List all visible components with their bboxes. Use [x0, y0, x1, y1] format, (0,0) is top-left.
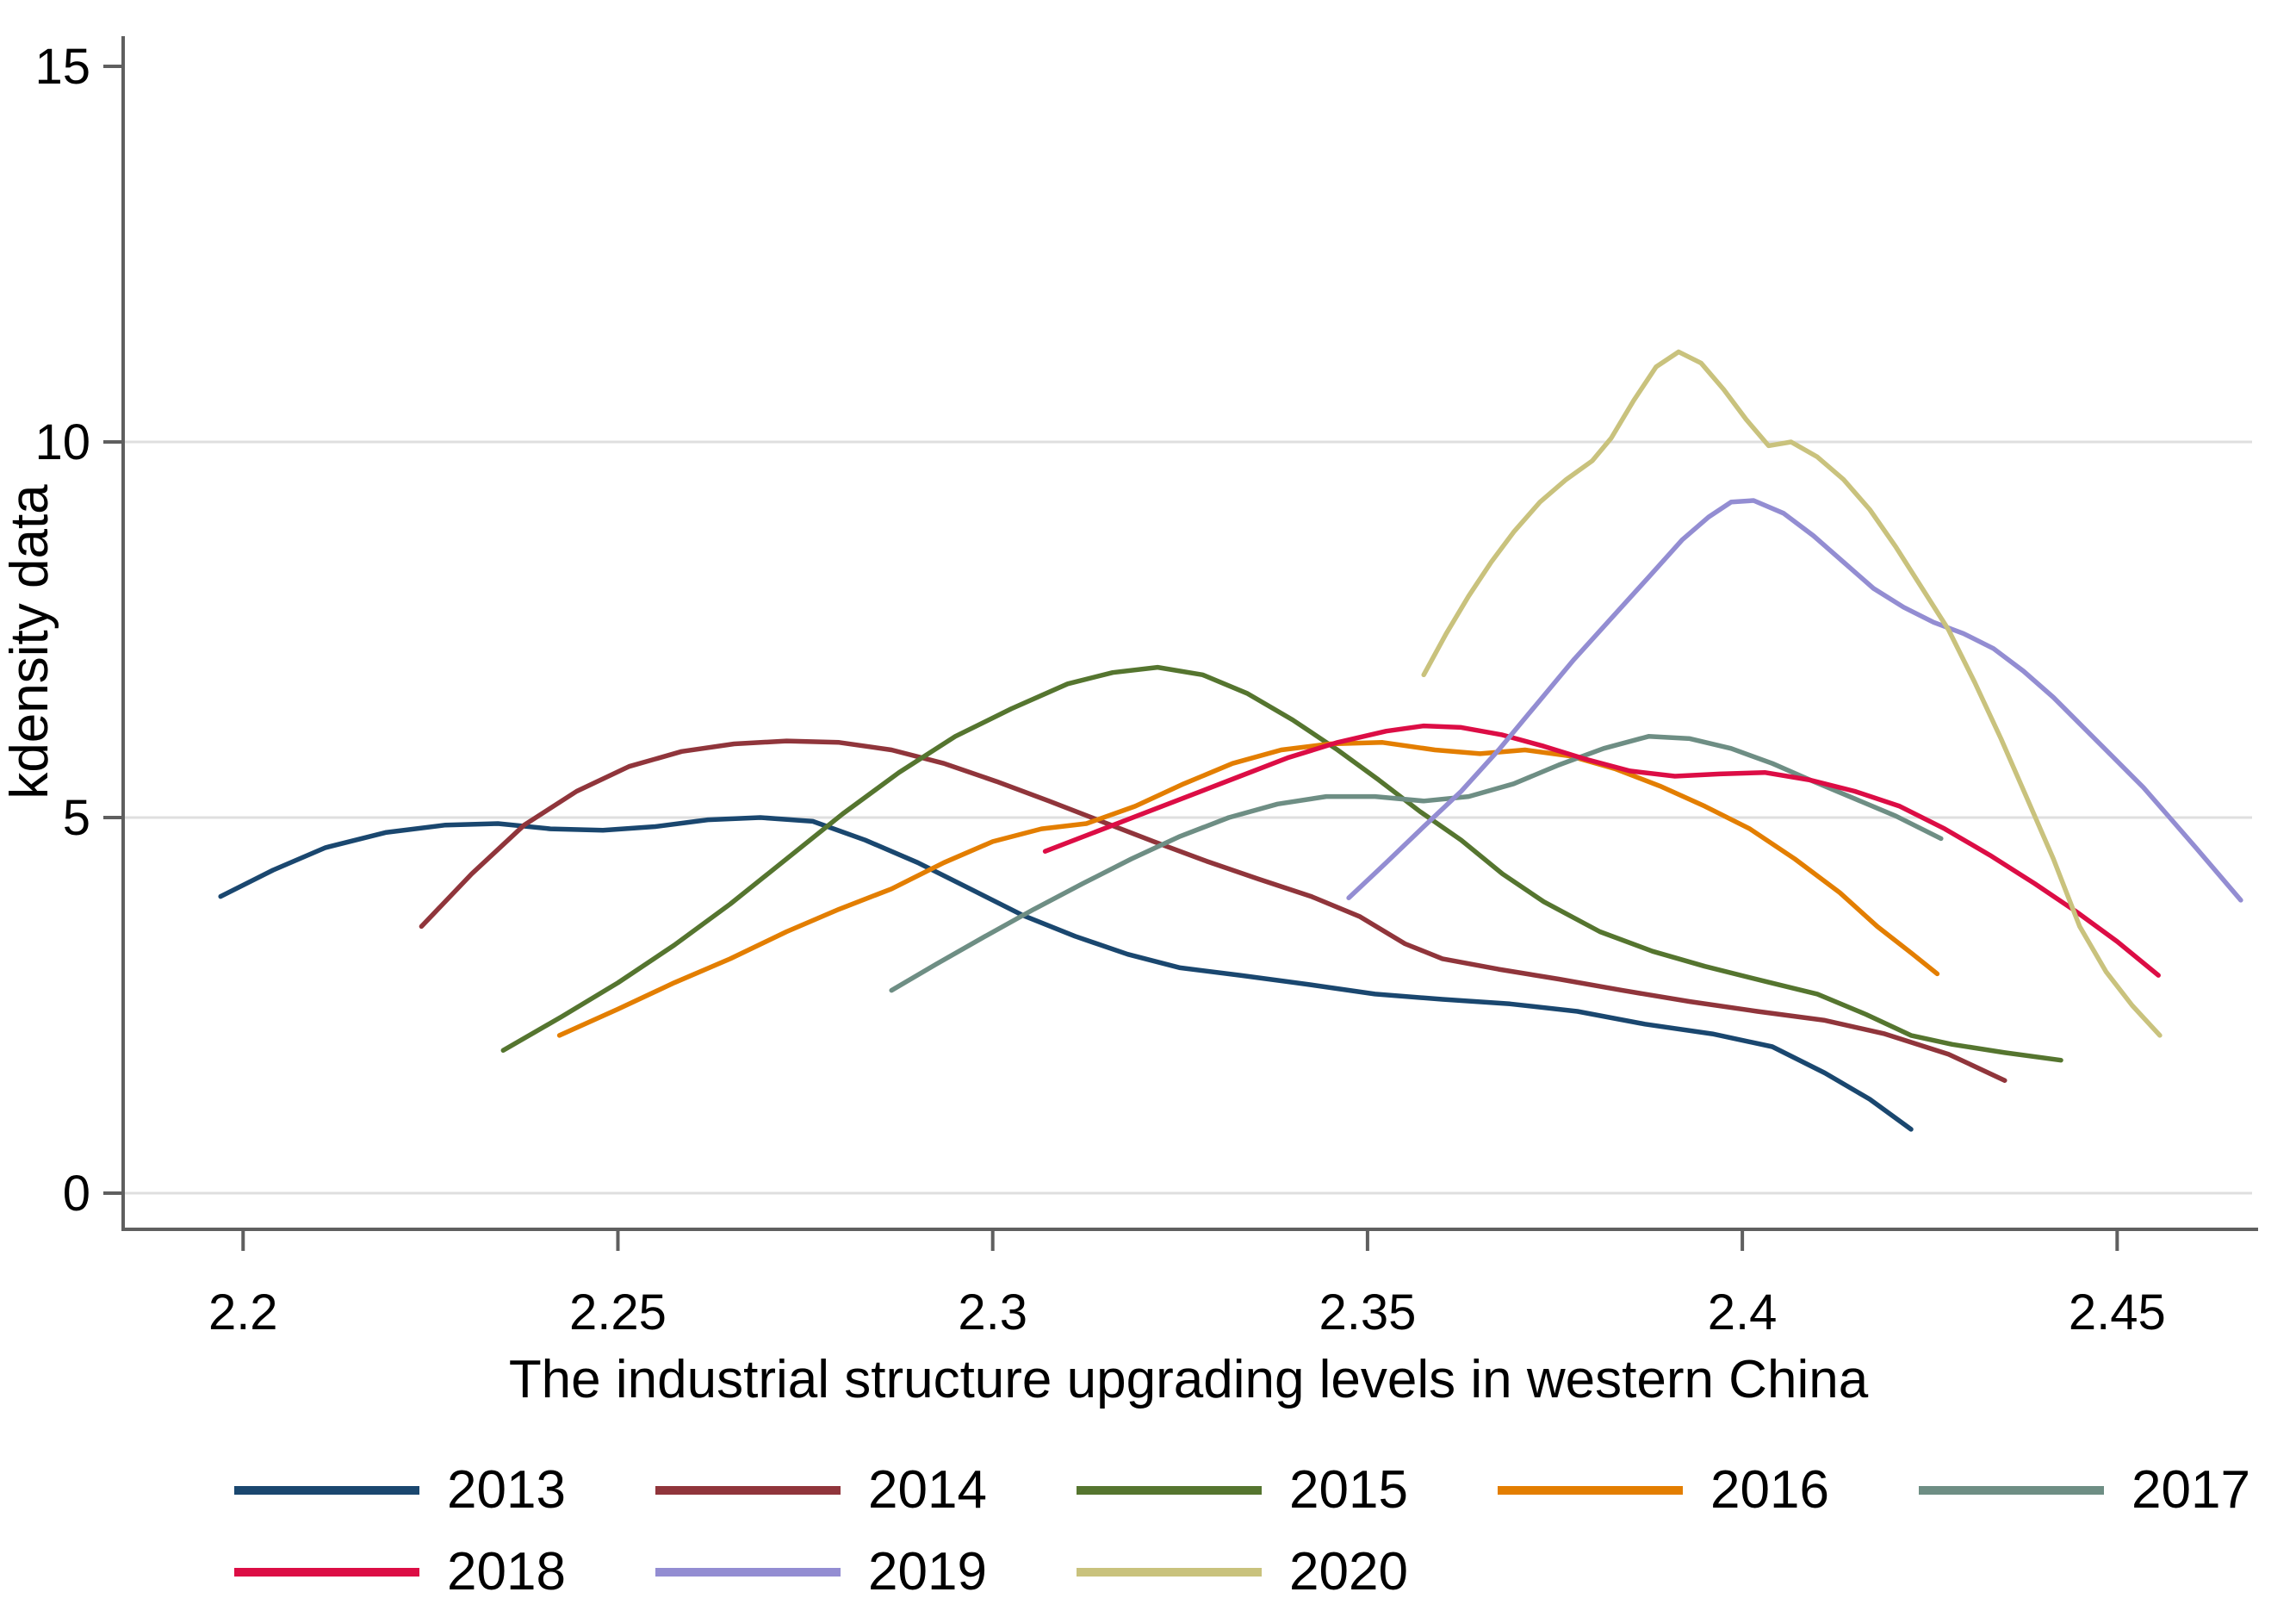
y-axis-ticks: 0 5 10 15 [34, 39, 123, 1222]
y-tick-label-15: 15 [34, 39, 90, 95]
x-tick-label-2.45: 2.45 [2069, 1284, 2166, 1340]
legend-swatch-2016 [1498, 1485, 1683, 1495]
series-lines [218, 349, 2243, 1132]
legend-item-2015: 2015 [1077, 1459, 1498, 1520]
series-line-2018 [1042, 723, 2161, 978]
series-line-2015 [500, 664, 2063, 1063]
legend-item-2017: 2017 [1919, 1459, 2296, 1520]
legend-swatch-2020 [1077, 1567, 1262, 1577]
x-tick-label-2.25: 2.25 [569, 1284, 667, 1340]
legend-swatch-2014 [655, 1485, 841, 1495]
legend-item-2020: 2020 [1077, 1545, 1498, 1599]
x-tick-label-2.2: 2.2 [208, 1284, 278, 1340]
y-tick-label-10: 10 [34, 414, 90, 470]
x-tick-label-2.4: 2.4 [1708, 1284, 1778, 1340]
legend-swatch-2017 [1919, 1485, 2104, 1495]
series-line-2014 [419, 738, 2007, 1083]
legend-swatch-2018 [234, 1567, 419, 1577]
legend-label-2018: 2018 [447, 1541, 566, 1601]
x-tick-label-2.3: 2.3 [958, 1284, 1027, 1340]
y-tick-label-5: 5 [63, 790, 90, 846]
legend-label-2016: 2016 [1710, 1459, 1829, 1520]
series-line-2016 [556, 740, 1940, 1038]
legend-label-2015: 2015 [1289, 1459, 1408, 1520]
legend-label-2017: 2017 [2132, 1459, 2250, 1520]
legend-label-2014: 2014 [868, 1459, 987, 1520]
gridlines [123, 440, 2252, 1195]
x-axis-title: The industrial structure upgrading level… [509, 1350, 1869, 1409]
legend-label-2019: 2019 [868, 1541, 987, 1601]
x-tick-label-2.35: 2.35 [1319, 1284, 1416, 1340]
series-line-2020 [1421, 349, 2163, 1038]
x-axis-ticks: 2.2 2.25 2.3 2.35 2.4 2.45 [208, 1229, 2166, 1340]
legend-swatch-2019 [655, 1567, 841, 1577]
legend-row-1: 2013 2014 2015 2016 2017 [0, 1449, 2296, 1531]
legend-item-2018: 2018 [234, 1545, 655, 1599]
legend-swatch-2013 [234, 1485, 419, 1495]
y-tick-label-0: 0 [63, 1166, 90, 1222]
series-line-2013 [218, 815, 1914, 1132]
series-line-2019 [1346, 498, 2243, 903]
legend-item-2019: 2019 [655, 1545, 1077, 1599]
legend-item-2013: 2013 [234, 1459, 655, 1520]
legend-swatch-2015 [1077, 1485, 1262, 1495]
legend-row-2: 2018 2019 2020 [0, 1531, 2296, 1613]
legend-item-2014: 2014 [655, 1459, 1077, 1520]
legend: 2013 2014 2015 2016 2017 2018 [0, 1449, 2296, 1613]
legend-label-2013: 2013 [447, 1459, 566, 1520]
series-line-2017 [889, 734, 1944, 993]
legend-item-2016: 2016 [1498, 1459, 1919, 1520]
legend-label-2020: 2020 [1289, 1541, 1408, 1601]
y-axis-title: kdensity data [0, 484, 59, 799]
